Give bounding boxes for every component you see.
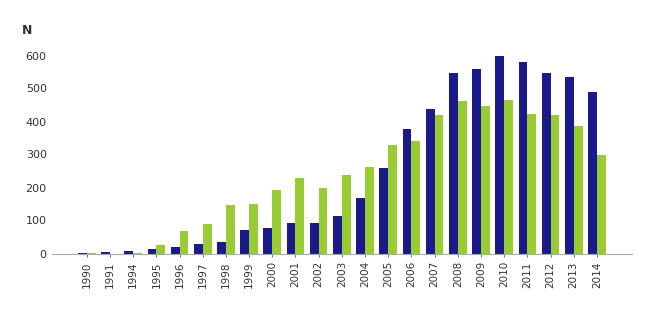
Bar [171,247,179,254]
Bar [156,245,165,254]
Bar [310,223,319,254]
Bar [179,231,188,254]
Bar [124,251,133,254]
Bar [472,69,481,254]
Bar [263,228,272,254]
Bar [241,230,249,254]
Bar [402,129,412,254]
Bar [217,242,226,254]
Bar [528,113,536,254]
Bar [412,141,421,254]
Bar [365,167,374,254]
Bar [573,126,582,254]
Bar [333,215,342,254]
Bar [449,73,458,254]
Bar [504,100,513,254]
Bar [203,225,212,254]
Bar [226,205,235,254]
Bar [565,77,573,254]
Bar [249,204,258,254]
Bar [319,188,328,254]
Bar [87,253,95,254]
Bar [101,252,110,254]
Bar [194,244,203,254]
Bar [148,249,156,254]
Bar [388,145,397,254]
Bar [519,62,528,254]
Bar [286,223,295,254]
Bar [295,178,304,254]
Bar [542,73,551,254]
Bar [588,92,597,254]
Bar [426,109,435,254]
Bar [435,115,443,254]
Bar [458,101,466,254]
Text: N: N [22,24,32,37]
Bar [356,198,365,254]
Bar [551,115,559,254]
Bar [133,253,142,254]
Bar [342,175,351,254]
Bar [481,106,490,254]
Bar [379,168,388,254]
Bar [495,56,504,254]
Bar [272,190,281,254]
Bar [597,154,606,254]
Bar [78,253,87,254]
